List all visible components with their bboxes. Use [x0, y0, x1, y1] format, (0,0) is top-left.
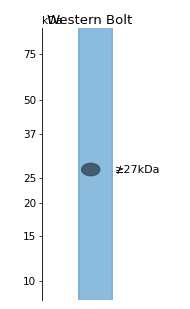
- Polygon shape: [82, 163, 100, 176]
- Title: Western Bolt: Western Bolt: [47, 14, 132, 27]
- Text: kDa: kDa: [42, 16, 62, 27]
- Text: ≱27kDa: ≱27kDa: [115, 164, 160, 175]
